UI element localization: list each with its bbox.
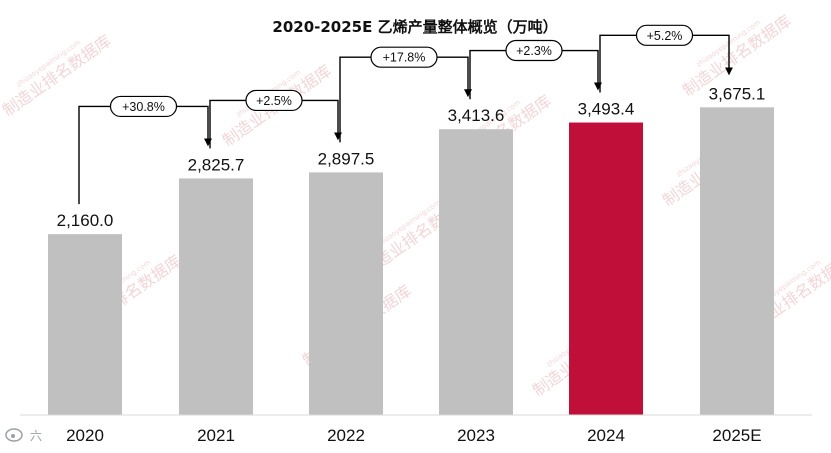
x-tick-2023: 2023 <box>457 426 495 445</box>
chart-title: 2020-2025E 乙烯产量整体概览（万吨） <box>272 18 557 36</box>
growth-label: +17.8% <box>383 51 426 65</box>
x-tick-2025E: 2025E <box>712 426 761 445</box>
bar-2023 <box>439 129 513 415</box>
value-label-2023: 3,413.6 <box>448 106 505 125</box>
value-label-2022: 2,897.5 <box>318 149 375 168</box>
bar-2022 <box>309 172 383 415</box>
value-label-2024: 3,493.4 <box>578 100 635 119</box>
bar-2021 <box>179 178 253 415</box>
x-tick-2024: 2024 <box>587 426 625 445</box>
growth-annotation-1: +30.8% <box>78 95 212 205</box>
x-tick-2021: 2021 <box>197 426 235 445</box>
growth-pill <box>109 95 178 118</box>
growth-pill <box>505 39 563 62</box>
bars-layer <box>48 107 774 416</box>
x-tick-labels-layer: 2020 2021 2022 2023 2024 2025E <box>66 426 762 445</box>
growth-label: +5.2% <box>647 29 683 43</box>
growth-pill <box>635 24 694 46</box>
growth-pill <box>245 89 303 112</box>
growth-annotation-2: +2.5% <box>209 89 342 149</box>
growth-label: +30.8% <box>122 100 165 114</box>
footer-logo: 六 <box>5 428 42 443</box>
x-tick-2022: 2022 <box>327 426 365 445</box>
value-labels-layer: 2,160.0 2,825.7 2,897.5 3,413.6 3,493.4 3,675… <box>57 84 766 230</box>
value-label-2025E: 3,675.1 <box>709 84 766 103</box>
growth-label: +2.3% <box>516 44 552 58</box>
value-label-2020: 2,160.0 <box>57 211 114 230</box>
growth-annotation-4: +2.3% <box>469 39 602 100</box>
bar-2025E <box>700 107 774 416</box>
growth-annotations-layer: +30.8% +2.5% +17.8% +2.3% +5.2% <box>78 24 733 205</box>
growth-annotation-3: +17.8% <box>339 46 472 143</box>
growth-label: +2.5% <box>256 94 292 108</box>
growth-pill <box>370 46 438 68</box>
bar-2024 <box>569 122 643 416</box>
growth-annotation-5: +5.2% <box>599 24 733 93</box>
x-tick-2020: 2020 <box>66 426 104 445</box>
footer-brand-text: 六 <box>30 429 42 443</box>
value-label-2021: 2,825.7 <box>188 155 245 174</box>
weibo-icon <box>5 428 23 442</box>
bar-2020 <box>48 234 122 415</box>
